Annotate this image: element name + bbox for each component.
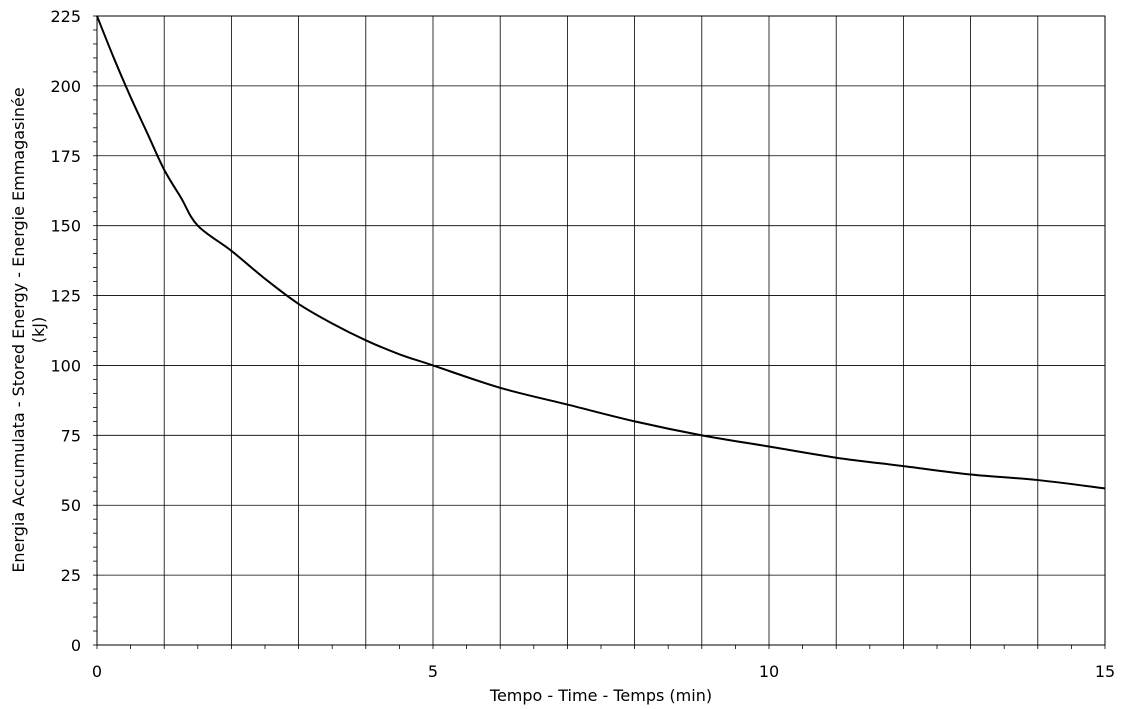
x-tick-labels: 0 5 10 15 xyxy=(92,662,1115,681)
y-tick-label: 100 xyxy=(50,356,81,375)
x-tick-label: 5 xyxy=(428,662,438,681)
minor-ticks xyxy=(93,15,1106,649)
y-axis-label-line1: Energia Accumulata - Stored Energy - Ene… xyxy=(9,87,28,572)
y-axis-label-line2: (kJ) xyxy=(29,317,48,343)
y-tick-label: 50 xyxy=(61,496,81,515)
grid-lines xyxy=(96,15,1106,646)
y-tick-label: 125 xyxy=(50,287,81,306)
y-tick-label: 0 xyxy=(71,636,81,655)
x-tick-label: 0 xyxy=(92,662,102,681)
y-tick-label: 150 xyxy=(50,217,81,236)
plot-frame xyxy=(96,15,1106,646)
y-tick-label: 225 xyxy=(50,7,81,26)
x-tick-label: 10 xyxy=(759,662,779,681)
y-tick-labels: 0 25 50 75 100 125 150 175 200 225 xyxy=(50,7,81,655)
y-tick-label: 200 xyxy=(50,77,81,96)
x-tick-label: 15 xyxy=(1095,662,1115,681)
series-line xyxy=(96,15,1106,490)
y-tick-label: 75 xyxy=(61,426,81,445)
y-tick-label: 175 xyxy=(50,147,81,166)
y-tick-label: 25 xyxy=(61,566,81,585)
x-axis-label: Tempo - Time - Temps (min) xyxy=(489,686,712,705)
series-group xyxy=(96,15,1106,490)
